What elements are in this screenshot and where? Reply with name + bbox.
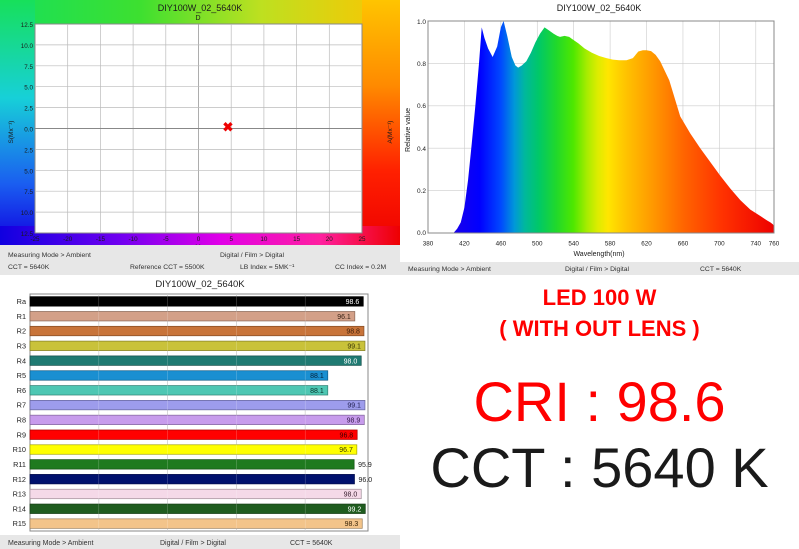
svg-text:R1: R1: [17, 312, 26, 321]
svg-text:95.9: 95.9: [358, 462, 372, 469]
svg-text:96.1: 96.1: [337, 314, 351, 321]
svg-text:R4: R4: [17, 356, 26, 365]
svg-text:LB Index = 5MK⁻¹: LB Index = 5MK⁻¹: [240, 264, 295, 271]
svg-text:98.8: 98.8: [346, 329, 360, 336]
svg-text:R13: R13: [13, 490, 26, 499]
svg-text:CCT = 5640K: CCT = 5640K: [290, 540, 333, 547]
svg-text:1.0: 1.0: [417, 19, 426, 26]
svg-text:98.9: 98.9: [347, 418, 361, 425]
svg-text:420: 420: [459, 241, 470, 248]
svg-text:0.4: 0.4: [417, 146, 426, 153]
svg-text:✖: ✖: [223, 120, 234, 135]
svg-text:0.8: 0.8: [417, 61, 426, 68]
svg-text:0.0: 0.0: [24, 127, 33, 134]
svg-text:CCT = 5640K: CCT = 5640K: [700, 266, 742, 273]
svg-text:0.2: 0.2: [417, 188, 426, 195]
svg-text:0.0: 0.0: [417, 230, 426, 237]
svg-text:5: 5: [229, 236, 233, 243]
svg-text:7.5: 7.5: [24, 64, 33, 71]
svg-text:Wavelength(nm): Wavelength(nm): [573, 251, 624, 258]
svg-text:R3: R3: [17, 341, 26, 350]
svg-text:760: 760: [769, 241, 780, 248]
svg-text:Relative value: Relative value: [405, 108, 412, 152]
svg-text:12.5: 12.5: [21, 22, 34, 29]
svg-text:10.0: 10.0: [21, 43, 34, 50]
svg-text:DIY100W_02_5640K: DIY100W_02_5640K: [158, 3, 243, 13]
svg-text:Reference CCT = 5500K: Reference CCT = 5500K: [130, 264, 205, 271]
svg-text:580: 580: [605, 241, 616, 248]
svg-text:25: 25: [358, 236, 366, 243]
svg-text:CCT = 5640K: CCT = 5640K: [8, 264, 50, 271]
svg-text:R7: R7: [17, 401, 26, 410]
svg-text:98.6: 98.6: [346, 299, 360, 306]
svg-text:R6: R6: [17, 386, 26, 395]
svg-text:DIY100W_02_5640K: DIY100W_02_5640K: [557, 3, 642, 13]
svg-text:CC Index = 0.2M: CC Index = 0.2M: [335, 264, 387, 271]
svg-text:99.2: 99.2: [348, 506, 362, 513]
svg-text:5.0: 5.0: [24, 85, 33, 92]
svg-text:540: 540: [568, 241, 579, 248]
svg-text:S(Mx⁻¹): S(Mx⁻¹): [8, 121, 15, 144]
svg-text:500: 500: [532, 241, 543, 248]
svg-text:380: 380: [423, 241, 434, 248]
svg-text:2.5: 2.5: [24, 147, 33, 154]
svg-text:99.1: 99.1: [347, 343, 361, 350]
svg-text:Digital / Film > Digital: Digital / Film > Digital: [220, 252, 285, 259]
svg-text:-25: -25: [30, 236, 40, 243]
svg-text:15: 15: [293, 236, 301, 243]
svg-text:700: 700: [714, 241, 725, 248]
svg-text:Digital / Film > Digital: Digital / Film > Digital: [565, 266, 630, 273]
svg-text:10: 10: [260, 236, 268, 243]
svg-text:R2: R2: [17, 327, 26, 336]
svg-text:10.0: 10.0: [21, 210, 34, 217]
svg-text:-15: -15: [96, 236, 106, 243]
svg-text:Digital / Film > Digital: Digital / Film > Digital: [160, 540, 226, 547]
svg-text:Measuring Mode > Ambient: Measuring Mode > Ambient: [408, 266, 491, 273]
svg-text:98.3: 98.3: [345, 521, 359, 528]
svg-text:Measuring Mode > Ambient: Measuring Mode > Ambient: [8, 252, 91, 259]
svg-text:R15: R15: [13, 519, 26, 528]
svg-text:A(Mx⁻¹): A(Mx⁻¹): [387, 121, 394, 144]
svg-text:98.0: 98.0: [344, 358, 358, 365]
svg-text:96.7: 96.7: [339, 447, 353, 454]
svg-text:R10: R10: [13, 445, 26, 454]
svg-text:740: 740: [751, 241, 762, 248]
svg-text:-5: -5: [163, 236, 169, 243]
svg-text:96.8: 96.8: [340, 432, 354, 439]
svg-text:-10: -10: [129, 236, 139, 243]
svg-text:99.1: 99.1: [347, 403, 361, 410]
svg-text:620: 620: [641, 241, 652, 248]
svg-text:0.6: 0.6: [417, 103, 426, 110]
svg-text:D: D: [195, 15, 200, 22]
svg-text:98.0: 98.0: [344, 492, 358, 499]
svg-text:R9: R9: [17, 430, 26, 439]
svg-text:Measuring Mode > Ambient: Measuring Mode > Ambient: [8, 540, 93, 547]
svg-text:88.1: 88.1: [310, 373, 324, 380]
svg-text:R12: R12: [13, 475, 26, 484]
svg-text:R14: R14: [13, 504, 26, 513]
svg-text:660: 660: [678, 241, 689, 248]
svg-text:7.5: 7.5: [24, 189, 33, 196]
svg-text:0: 0: [197, 236, 201, 243]
svg-text:88.1: 88.1: [310, 388, 324, 395]
svg-text:-20: -20: [63, 236, 73, 243]
svg-text:Ra: Ra: [17, 297, 27, 306]
svg-text:R5: R5: [17, 371, 26, 380]
svg-text:R8: R8: [17, 416, 26, 425]
svg-text:2.5: 2.5: [24, 106, 33, 113]
svg-text:R11: R11: [13, 460, 26, 469]
svg-text:5.0: 5.0: [24, 168, 33, 175]
svg-text:20: 20: [326, 236, 334, 243]
svg-text:460: 460: [496, 241, 507, 248]
svg-text:DIY100W_02_5640K: DIY100W_02_5640K: [155, 279, 245, 290]
svg-text:96.0: 96.0: [358, 477, 372, 484]
